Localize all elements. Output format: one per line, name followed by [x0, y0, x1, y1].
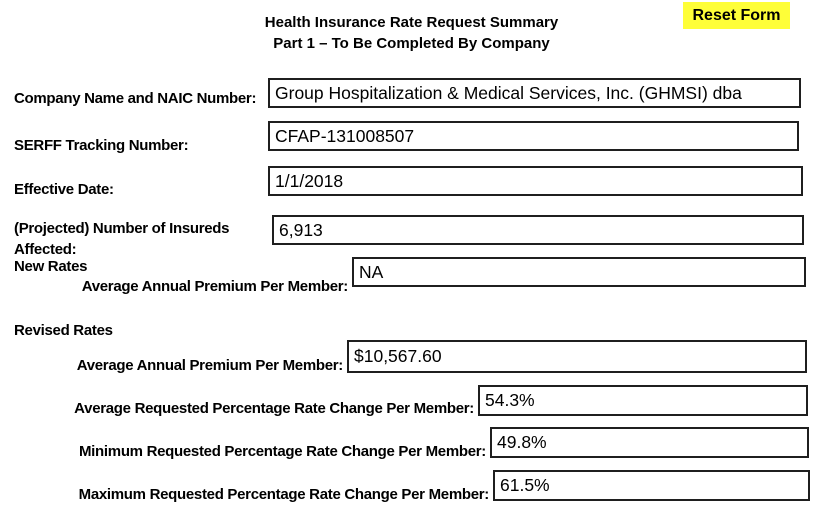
company-name-label: Company Name and NAIC Number: — [14, 90, 257, 107]
min-rate-change-label: Minimum Requested Percentage Rate Change… — [78, 443, 486, 460]
max-rate-change-label: Maximum Requested Percentage Rate Change… — [78, 486, 490, 503]
effective-date-input[interactable] — [268, 166, 803, 196]
company-name-input[interactable] — [268, 78, 801, 108]
avg-rate-change-input[interactable] — [478, 385, 808, 416]
form-header: Health Insurance Rate Request Summary Pa… — [0, 12, 823, 54]
insureds-affected-input[interactable] — [272, 215, 804, 245]
revised-rates-heading: Revised Rates — [14, 322, 113, 339]
serff-tracking-label: SERFF Tracking Number: — [14, 137, 189, 154]
reset-form-button[interactable]: Reset Form — [683, 2, 790, 29]
serff-tracking-input[interactable] — [268, 121, 799, 151]
new-avg-premium-input[interactable] — [352, 257, 806, 287]
form-subtitle: Part 1 – To Be Completed By Company — [273, 35, 550, 52]
max-rate-change-input[interactable] — [493, 470, 810, 501]
revised-avg-premium-label: Average Annual Premium Per Member: — [76, 357, 344, 374]
revised-avg-premium-input[interactable] — [347, 340, 807, 373]
form-title: Health Insurance Rate Request Summary — [264, 14, 559, 31]
min-rate-change-input[interactable] — [490, 427, 809, 458]
new-avg-premium-label: Average Annual Premium Per Member: — [81, 278, 349, 295]
new-rates-heading: New Rates — [14, 258, 88, 275]
insureds-affected-label: (Projected) Number of Insureds Affected: — [14, 220, 230, 258]
effective-date-label: Effective Date: — [14, 181, 114, 198]
avg-rate-change-label: Average Requested Percentage Rate Change… — [74, 400, 474, 417]
